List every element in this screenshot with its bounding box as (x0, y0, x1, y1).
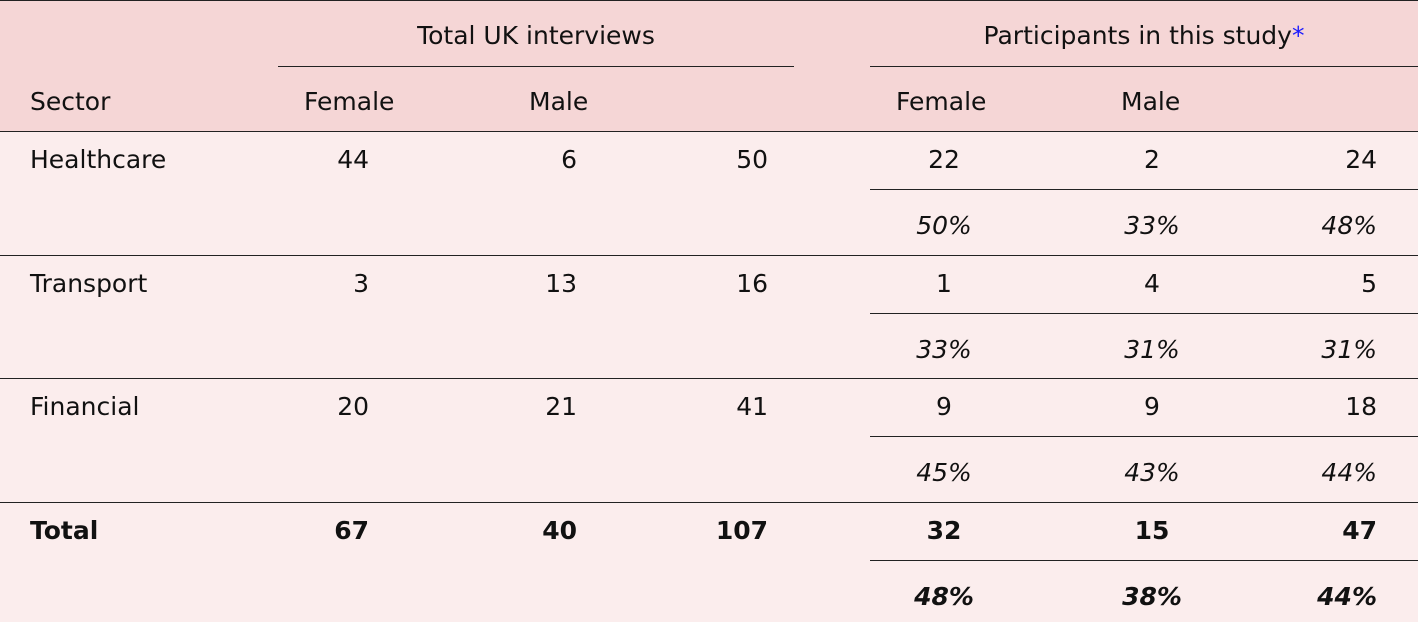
rule (0, 0, 1418, 1)
share-cell: 43% (1124, 458, 1180, 487)
header-background (0, 0, 1418, 131)
group-header: Participants in this study (983, 21, 1292, 50)
sector-label: Healthcare (30, 145, 167, 174)
share-cell: 38% (1122, 581, 1182, 611)
column-header: Male (529, 87, 589, 116)
count-cell: 3 (353, 268, 369, 298)
column-header: Female (896, 87, 987, 116)
count-cell: 50 (736, 145, 768, 174)
count-cell: 2 (1144, 145, 1160, 174)
count-cell: 44 (337, 145, 369, 174)
share-cell: 33% (1124, 211, 1180, 240)
share-cell: 48% (1321, 211, 1377, 240)
rule (0, 501, 1418, 503)
count-cell: 15 (1134, 515, 1170, 545)
column-header: Female (304, 87, 395, 116)
group-header-wrap: Participants in this study* (870, 21, 1418, 51)
rule (870, 189, 1418, 190)
count-cell: 67 (334, 515, 369, 545)
count-cell: 6 (561, 145, 577, 174)
count-cell: 16 (736, 268, 768, 298)
count-cell: 40 (542, 515, 577, 545)
count-cell: 5 (1361, 268, 1377, 298)
column-header: Sector (30, 87, 111, 116)
count-cell: 47 (1342, 515, 1377, 545)
count-cell: 18 (1345, 392, 1377, 421)
count-cell: 22 (928, 145, 960, 174)
count-cell: 24 (1345, 145, 1377, 174)
share-cell: 45% (916, 458, 972, 487)
rule (0, 131, 1418, 132)
count-cell: 107 (715, 515, 768, 545)
share-cell: 44% (1321, 458, 1377, 487)
count-cell: 4 (1144, 268, 1160, 298)
sector-label: Total (30, 515, 99, 545)
share-cell: 44% (1317, 581, 1377, 611)
count-cell: 21 (545, 392, 577, 421)
count-cell: 41 (736, 392, 768, 421)
share-cell: 31% (1321, 334, 1377, 364)
rule (870, 436, 1418, 437)
count-cell: 20 (337, 392, 369, 421)
share-cell: 48% (914, 581, 974, 611)
rule (870, 312, 1418, 314)
count-cell: 9 (936, 392, 952, 421)
sector-label: Financial (30, 392, 140, 421)
column-header: Male (1121, 87, 1181, 116)
share-cell: 33% (916, 334, 972, 364)
rule (0, 378, 1418, 379)
share-cell: 31% (1124, 334, 1180, 364)
share-cell: 50% (916, 211, 972, 240)
sector-label: Transport (30, 268, 148, 298)
rule (278, 66, 794, 67)
footnote-mark: * (1291, 21, 1305, 50)
count-cell: 13 (545, 268, 577, 298)
rule (870, 66, 1418, 67)
group-header: Total UK interviews (417, 21, 655, 50)
count-cell: 9 (1144, 392, 1160, 421)
count-cell: 1 (936, 268, 952, 298)
rule (0, 254, 1418, 256)
count-cell: 32 (926, 515, 962, 545)
rule (870, 559, 1418, 561)
